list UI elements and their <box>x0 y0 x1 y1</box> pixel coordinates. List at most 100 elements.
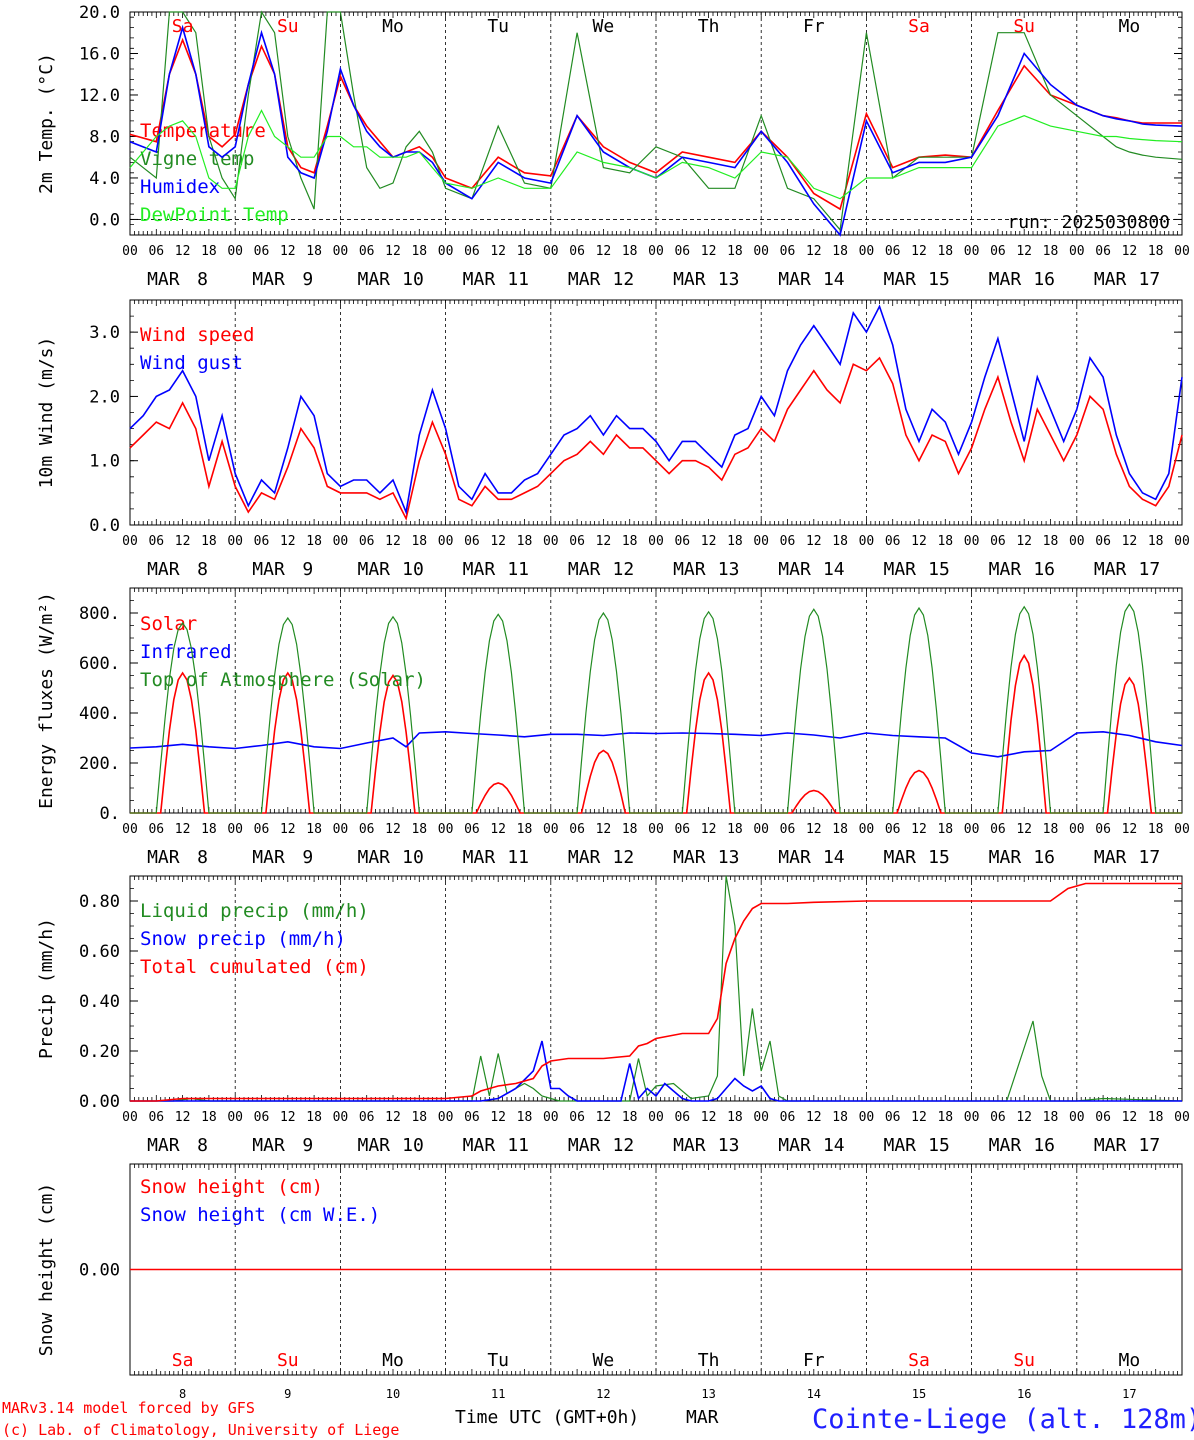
series-line <box>129 37 1182 211</box>
date-day-label: 9 <box>302 847 313 868</box>
hour-label: 18 <box>306 1110 322 1125</box>
date-day-label: 14 <box>823 559 845 580</box>
y-tick-label: 8.0 <box>89 127 120 147</box>
hour-label: 00 <box>1069 534 1085 549</box>
date-month-label: MAR <box>883 269 916 290</box>
date-day-label: 11 <box>507 847 529 868</box>
hour-label: 12 <box>596 822 612 837</box>
date-day-label: 9 <box>302 1135 313 1156</box>
date-month-label: MAR <box>1094 269 1127 290</box>
date-day-label: 11 <box>507 559 529 580</box>
day-number: 12 <box>596 1387 610 1401</box>
y-tick-label: 20.0 <box>79 3 120 23</box>
date-month-label: MAR <box>568 1135 601 1156</box>
day-number: 8 <box>179 1387 186 1401</box>
y-tick-label: 600. <box>79 654 120 674</box>
date-day-label: 16 <box>1033 269 1055 290</box>
hour-label: 12 <box>490 244 506 259</box>
date-day-label: 17 <box>1139 269 1161 290</box>
hour-label: 06 <box>780 244 796 259</box>
y-tick-label: 0.00 <box>79 1261 120 1281</box>
hour-label: 06 <box>254 244 270 259</box>
hour-label: 00 <box>1174 822 1190 837</box>
weekday-label: We <box>593 1350 615 1371</box>
date-day-label: 10 <box>402 269 424 290</box>
weekday-label: Sa <box>172 1350 194 1371</box>
date-month-label: MAR <box>883 847 916 868</box>
panel-4: 0.00 0.20 0.40 0.60 0.80 Precip (mm/h) Liquid … <box>36 875 1190 1156</box>
hour-label: 18 <box>411 822 427 837</box>
hour-label: 12 <box>701 822 717 837</box>
date-month-label: MAR <box>357 269 390 290</box>
hour-label: 00 <box>333 534 349 549</box>
date-month-label: MAR <box>568 269 601 290</box>
hour-label: 06 <box>148 244 164 259</box>
date-month-label: MAR <box>357 847 390 868</box>
hour-label: 12 <box>806 244 822 259</box>
date-day-label: 13 <box>718 559 740 580</box>
hour-label: 12 <box>280 822 296 837</box>
hour-label: 06 <box>990 534 1006 549</box>
date-month-label: MAR <box>1094 1135 1127 1156</box>
hour-label: 00 <box>753 244 769 259</box>
weekday-label: We <box>593 16 615 37</box>
y-tick-label: 12.0 <box>79 86 120 106</box>
hour-label: 12 <box>280 1110 296 1125</box>
hour-label: 18 <box>411 244 427 259</box>
hour-label: 12 <box>911 534 927 549</box>
date-day-label: 8 <box>197 847 208 868</box>
hour-label: 06 <box>674 1110 690 1125</box>
hour-label: 12 <box>596 244 612 259</box>
hour-label: 00 <box>543 534 559 549</box>
day-number: 15 <box>912 1387 926 1401</box>
hour-label: 00 <box>227 822 243 837</box>
hour-label: 12 <box>175 1110 191 1125</box>
hour-label: 00 <box>227 244 243 259</box>
hour-label: 12 <box>1122 244 1138 259</box>
hour-label: 06 <box>464 1110 480 1125</box>
date-month-label: MAR <box>989 847 1022 868</box>
legend-entry: Snow precip (mm/h) <box>140 928 346 950</box>
hour-label: 18 <box>622 822 638 837</box>
weekday-label: Mo <box>382 1350 404 1371</box>
hour-label: 12 <box>1016 1110 1032 1125</box>
hour-label: 18 <box>727 1110 743 1125</box>
day-number: 14 <box>807 1387 821 1401</box>
hour-label: 06 <box>254 534 270 549</box>
date-month-label: MAR <box>147 847 180 868</box>
copyright-credit: (c) Lab. of Climatology, University of L… <box>2 1421 399 1439</box>
date-day-label: 17 <box>1139 1135 1161 1156</box>
legend-entry: Wind gust <box>140 352 243 374</box>
hour-label: 12 <box>1122 1110 1138 1125</box>
date-day-label: 14 <box>823 269 845 290</box>
hour-label: 06 <box>464 822 480 837</box>
date-day-label: 11 <box>507 1135 529 1156</box>
date-day-label: 12 <box>613 269 635 290</box>
date-month-label: MAR <box>252 559 285 580</box>
date-month-label: MAR <box>463 269 496 290</box>
date-day-label: 8 <box>197 269 208 290</box>
hour-label: 00 <box>122 822 138 837</box>
hour-label: 12 <box>175 822 191 837</box>
hour-label: 12 <box>1122 822 1138 837</box>
weekday-label: Th <box>698 16 720 37</box>
hour-label: 18 <box>306 534 322 549</box>
weekday-label: Sa <box>908 16 930 37</box>
series-line <box>129 304 1183 515</box>
panel-5: 0.00 Snow height (cm) Snow height (cm) Snow… <box>36 1163 1183 1401</box>
weekday-label: Tu <box>487 16 509 37</box>
hour-ticks <box>129 588 1183 813</box>
hour-label: 06 <box>674 534 690 549</box>
date-month-label: MAR <box>673 269 706 290</box>
hour-label: 12 <box>701 534 717 549</box>
weekday-label: Fr <box>803 16 825 37</box>
date-month-label: MAR <box>252 269 285 290</box>
hour-label: 12 <box>1122 534 1138 549</box>
hour-label: 06 <box>148 1110 164 1125</box>
date-month-label: MAR <box>778 847 811 868</box>
hour-label: 00 <box>333 822 349 837</box>
series-line <box>129 356 1183 521</box>
hour-label: 12 <box>911 822 927 837</box>
hour-label: 06 <box>148 822 164 837</box>
